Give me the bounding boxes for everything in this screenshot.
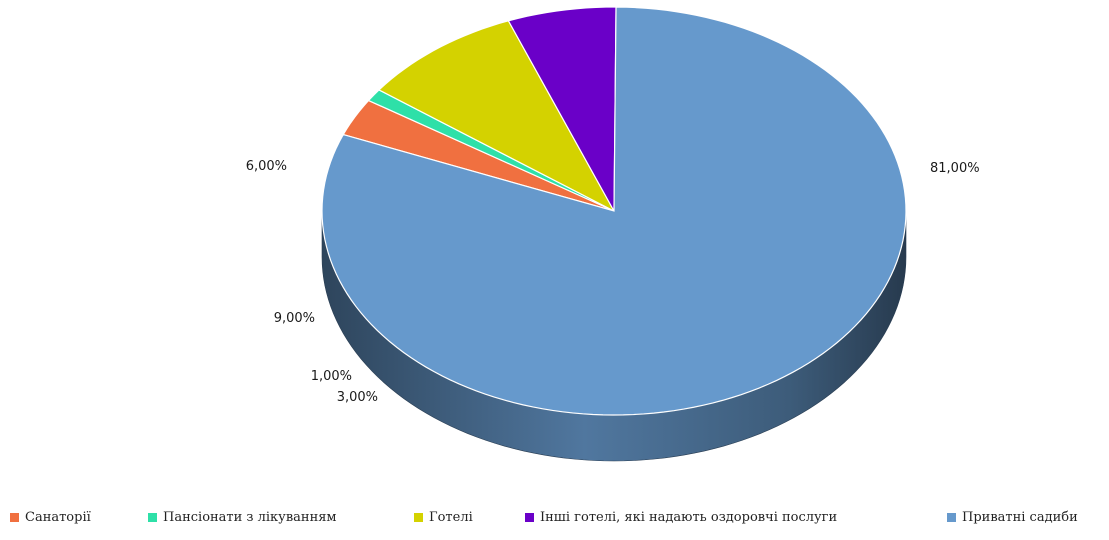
legend-swatch <box>10 513 19 522</box>
pie-data-labels: 3,00% 1,00% 9,00% 6,00% 81,00% <box>246 159 980 405</box>
legend-swatch <box>947 513 956 522</box>
slice-value-label: 81,00% <box>930 161 980 176</box>
slice-value-label: 3,00% <box>337 390 378 405</box>
pie-slice <box>342 99 615 212</box>
legend-swatch <box>525 513 534 522</box>
pie-slice <box>377 20 616 213</box>
pie-slice <box>507 6 617 214</box>
legend-swatch <box>148 513 157 522</box>
legend-swatch <box>414 513 423 522</box>
slice-value-label: 9,00% <box>274 311 315 326</box>
slice-value-label: 1,00% <box>311 369 352 384</box>
legend-label: Інші готелі, які надають оздоровчі послу… <box>540 510 838 525</box>
legend-item: Готелі <box>414 510 473 525</box>
legend-label: Пансіонати з лікуванням <box>163 510 337 525</box>
slice-value-label: 6,00% <box>246 159 287 174</box>
legend-item: Санаторії <box>10 510 91 525</box>
pie-top-faces <box>321 6 907 416</box>
legend-item: Пансіонати з лікуванням <box>148 510 337 525</box>
legend-item: Приватні садиби <box>947 510 1078 525</box>
legend-label: Готелі <box>429 510 473 525</box>
pie-slice <box>321 6 907 416</box>
pie-chart: 3,00% 1,00% 9,00% 6,00% 81,00% <box>246 6 980 462</box>
legend-label: Приватні садиби <box>962 510 1078 525</box>
legend-item: Інші готелі, які надають оздоровчі послу… <box>525 510 837 525</box>
legend-label: Санаторії <box>25 510 91 525</box>
chart-legend: Санаторії Пансіонати з лікуванням Готелі Ін… <box>0 510 1109 534</box>
